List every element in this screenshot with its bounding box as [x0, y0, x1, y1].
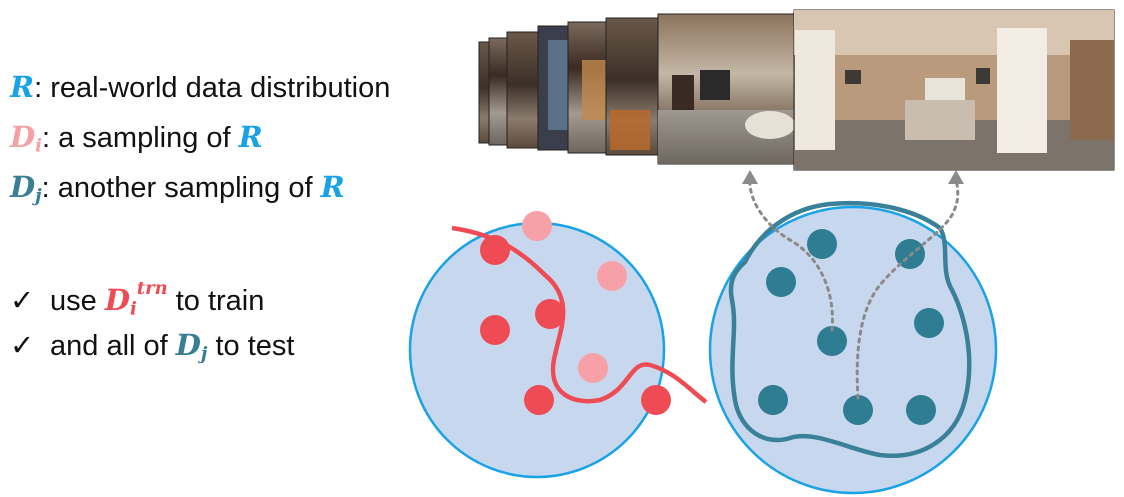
symbol-dj-test: Dj [175, 328, 208, 365]
legend-di-text: : a sampling of [41, 122, 239, 154]
checklist-item-train: ✓ use Ditrn to train [10, 278, 264, 320]
train-dot [641, 385, 671, 415]
dj-dot [758, 385, 788, 415]
checklist-item-test: ✓ and all of Dj to test [10, 328, 294, 364]
legend-dj-text: : another sampling of [41, 172, 321, 204]
panorama-frame-detail [700, 70, 730, 100]
panorama-frame-detail [548, 40, 568, 130]
checklist-test-suffix: to test [207, 330, 295, 362]
symbol-r-ref: R [238, 120, 263, 154]
arrow-head-icon [948, 170, 964, 184]
checklist-test-prefix: and all of [50, 330, 176, 362]
sampling-circle-di [408, 221, 666, 479]
symbol-di-subscript: i [35, 135, 42, 157]
panorama-frame-detail [745, 111, 795, 139]
di-samples [480, 211, 671, 415]
panorama-stack [478, 9, 1115, 171]
check-mark-icon: ✓ [10, 285, 35, 318]
panorama-door-right [997, 28, 1047, 153]
dj-dot [906, 395, 936, 425]
arrow-head-icon [742, 170, 758, 184]
test-dot [522, 211, 552, 241]
dj-samples [758, 229, 944, 425]
panorama-frame-detail [610, 110, 650, 150]
checklist-train-suffix: to train [167, 285, 265, 318]
checklist-train-prefix: use [50, 285, 105, 318]
train-dot [480, 315, 510, 345]
dj-boundary-curve [728, 200, 972, 458]
panorama-picture [976, 68, 990, 84]
dj-dot [914, 308, 944, 338]
legend-r: R: real-world data distribution [10, 70, 390, 105]
legend-r-text: : real-world data distribution [34, 72, 391, 104]
legend-di: Di: a sampling of R [10, 120, 263, 156]
panorama-frame-detail [1070, 40, 1114, 140]
legend-dj: Dj: another sampling of R [10, 170, 345, 206]
check-mark-icon: ✓ [10, 330, 35, 362]
symbol-dj-subscript: j [35, 185, 42, 207]
test-dot [597, 261, 627, 291]
dj-dot [766, 267, 796, 297]
dj-dot [807, 229, 837, 259]
train-dot [535, 299, 565, 329]
panorama-frame-detail [672, 75, 694, 110]
link-dj-to-panorama-1 [748, 176, 834, 332]
panorama-picture [845, 70, 861, 84]
train-test-split-curve [451, 225, 708, 404]
dj-dot [817, 326, 847, 356]
test-dot [578, 353, 608, 383]
symbol-dj: Dj [10, 170, 42, 207]
panorama-window [925, 78, 965, 100]
train-dot [524, 385, 554, 415]
panorama-ceiling [794, 10, 1114, 55]
panorama-bed [905, 100, 975, 140]
dj-dot [843, 395, 873, 425]
symbol-trn-superscript: trn [136, 278, 168, 299]
symbol-di-trn: Ditrn [104, 278, 168, 320]
symbol-r: R [10, 70, 35, 104]
symbol-di: Di [10, 120, 42, 157]
symbol-r-ref-2: R [320, 170, 345, 204]
panorama-door-left [795, 30, 835, 150]
link-dj-to-panorama-2 [855, 176, 960, 400]
